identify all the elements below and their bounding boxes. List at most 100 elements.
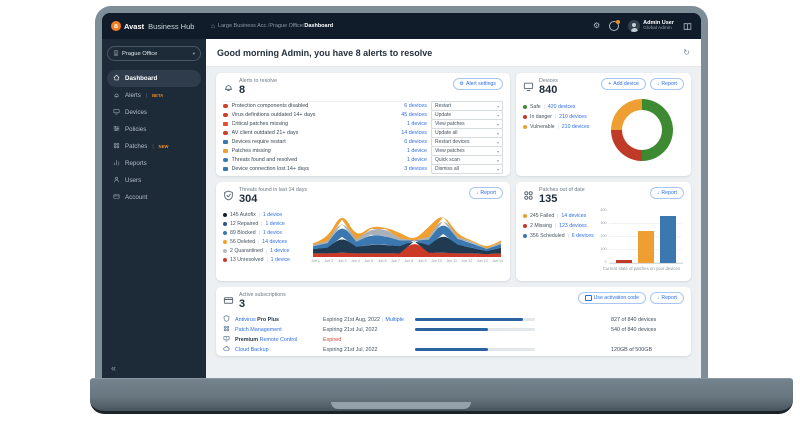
chevron-down-icon: ▾ xyxy=(192,50,195,56)
sidebar-item-label: Users xyxy=(125,177,142,184)
legend-devices-link[interactable]: 1 device xyxy=(270,257,290,264)
subscription-multiple-link[interactable]: Multiple xyxy=(385,316,404,323)
legend-devices-link[interactable]: 14 devices xyxy=(561,212,587,219)
legend-label: 89 Blocked xyxy=(230,229,256,236)
sidebar-item-dashboard[interactable]: Dashboard xyxy=(107,70,201,87)
alert-devices-link[interactable]: 45 devices xyxy=(401,112,427,119)
building-icon xyxy=(113,49,119,58)
topbar: a Avast Business Hub ⌂ Large Business Ac… xyxy=(102,13,701,39)
x-tick-label: Jun 4 xyxy=(351,258,360,263)
breadcrumb-item[interactable]: Large Business Acc. xyxy=(217,23,268,29)
legend-dot xyxy=(523,114,527,119)
sidebar-item-account[interactable]: Account xyxy=(107,189,201,206)
legend-devices-link[interactable]: 210 devices xyxy=(559,113,587,120)
sidebar-item-reports[interactable]: Reports xyxy=(107,155,201,172)
alert-label: Patches missing xyxy=(231,148,271,155)
help-center-icon[interactable] xyxy=(683,22,692,31)
legend-devices-link[interactable]: 1 device xyxy=(265,220,285,227)
sidebar-collapse-button[interactable]: « xyxy=(111,363,117,373)
legend-devices-link[interactable]: 1 device xyxy=(262,229,283,236)
chevron-down-icon: ▾ xyxy=(496,121,499,127)
breadcrumb-item[interactable]: Prague Office xyxy=(269,23,303,29)
alert-devices-link[interactable]: 1 device xyxy=(406,157,427,164)
legend-label: 2 Quarantined xyxy=(230,248,263,255)
card-title: Threats found in last 14 days xyxy=(239,187,308,193)
legend-separator: | xyxy=(554,223,557,229)
chevron-down-icon: ▾ xyxy=(496,157,499,163)
devices-legend: Safe | 420 devices In danger | 210 devices Vul… xyxy=(523,99,599,161)
bar-plot xyxy=(608,210,683,264)
area-series-unresolved xyxy=(313,243,501,257)
y-tick-label: 100 xyxy=(600,246,607,251)
progress-fill xyxy=(415,318,523,322)
subscription-name-link[interactable]: Antivirus Pro Plus xyxy=(235,316,280,323)
alert-devices-link[interactable]: 14 devices xyxy=(401,130,427,137)
legend-devices-link[interactable]: 1 device xyxy=(270,248,290,255)
subscription-name-link[interactable]: Premium Remote Control xyxy=(235,336,298,343)
use-activation-code-button[interactable]: Use activation code xyxy=(577,292,646,304)
area-x-axis: Jun 1 Jun 2 Jun 3 Jun 4 Jun 5 Jun 6 Jun 7 Jun 8… xyxy=(311,258,503,263)
patch-legend-item: 245 Failed | 14 devices xyxy=(523,213,599,219)
card-title: Devices xyxy=(539,78,558,84)
shield-check-icon xyxy=(223,188,234,206)
alert-row: Virus definitions outdated 14+ days 45 de… xyxy=(223,110,503,120)
alert-settings-button[interactable]: ⚙ Alert settings xyxy=(452,78,503,90)
subscription-name-link[interactable]: Patch Management xyxy=(235,326,282,333)
cards-grid: Alerts to resolve 8 ⚙ Alert settings xyxy=(206,67,701,378)
alert-devices-link[interactable]: 6 devices xyxy=(404,103,427,110)
settings-gear-icon[interactable]: ⚙ xyxy=(592,21,601,30)
sidebar-monitor-icon xyxy=(113,108,120,117)
sidebar-item-users[interactable]: Users xyxy=(107,172,201,189)
add-device-button[interactable]: + Add device xyxy=(601,78,646,90)
subscription-name-link[interactable]: Cloud Backup xyxy=(235,346,269,353)
y-tick-label: 200 xyxy=(600,233,607,238)
sidebar-item-devices[interactable]: Devices xyxy=(107,104,201,121)
legend-devices-link[interactable]: 420 devices xyxy=(547,103,576,110)
threat-legend-item: 12 Repaired | 1 device xyxy=(223,221,311,227)
legend-dot xyxy=(523,104,527,109)
home-icon[interactable]: ⌂ xyxy=(211,22,215,30)
sidebar-item-policies[interactable]: Policies xyxy=(107,121,201,138)
legend-label: Safe xyxy=(530,103,541,110)
legend-devices-link[interactable]: 14 devices xyxy=(262,239,288,246)
sidebar-item-badge: NEW xyxy=(158,144,169,149)
legend-devices-link[interactable]: 6 devices xyxy=(571,232,594,239)
alert-action-label: View patches xyxy=(435,121,465,128)
alert-devices-link[interactable]: 1 device xyxy=(406,121,427,128)
breadcrumb-item[interactable]: Dashboard xyxy=(304,23,334,29)
progress-fill xyxy=(415,348,489,352)
sidebar: Prague Office ▾ Dashboard Alerts | BETA Devi… xyxy=(102,39,206,378)
legend-separator: | xyxy=(261,221,263,227)
subscriptions-report-button[interactable]: ↓ Report xyxy=(649,292,684,304)
refresh-icon[interactable]: ↻ xyxy=(683,48,690,57)
legend-devices-link[interactable]: 1 device xyxy=(262,211,283,218)
subscription-cloud-icon xyxy=(223,345,235,354)
alert-action-label: Update all xyxy=(435,130,458,137)
legend-separator: | xyxy=(557,124,559,130)
alert-devices-link[interactable]: 3 devices xyxy=(404,166,427,173)
sidebar-item-patches[interactable]: Patches | NEW xyxy=(107,138,201,155)
alert-devices-link[interactable]: 1 device xyxy=(406,148,427,155)
patches-report-button[interactable]: ↓ Report xyxy=(649,187,684,199)
subscription-usage-bar xyxy=(415,348,565,352)
chevron-down-icon: ▾ xyxy=(496,130,499,136)
site-selector-dropdown[interactable]: Prague Office ▾ xyxy=(107,46,201,61)
sidebar-home-icon xyxy=(113,74,120,83)
bar-failed xyxy=(637,230,654,263)
subscriptions-card: Active subscriptions 3 Use activation co… xyxy=(216,287,691,356)
legend-devices-link[interactable]: 210 devices xyxy=(561,123,590,130)
breadcrumb-separator: / xyxy=(267,23,270,29)
alert-severity-icon xyxy=(223,139,228,145)
sidebar-item-alerts[interactable]: Alerts | BETA xyxy=(107,87,201,104)
alert-row: Protection components disabled 6 devices R… xyxy=(223,101,503,111)
threats-report-button[interactable]: ↓ Report xyxy=(468,187,503,199)
devices-report-button[interactable]: ↓ Report xyxy=(649,78,684,90)
alert-action-label: Restart xyxy=(435,103,452,110)
legend-devices-link[interactable]: 123 devices xyxy=(559,222,587,229)
notifications-icon[interactable] xyxy=(609,20,621,31)
user-menu[interactable]: Admin User Global Admin xyxy=(628,20,674,32)
alert-devices-link[interactable]: 6 devices xyxy=(404,139,427,146)
alert-action-select[interactable]: Dismiss all ▾ xyxy=(431,164,503,174)
sidebar-item-label: Dashboard xyxy=(125,75,158,82)
